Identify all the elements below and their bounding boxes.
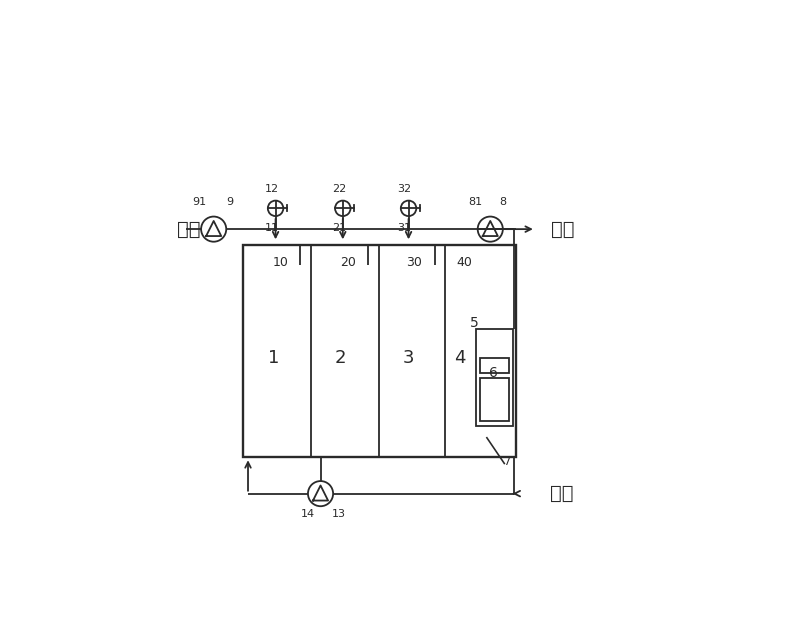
Bar — [476, 329, 513, 426]
Text: 6: 6 — [490, 365, 498, 380]
Text: 40: 40 — [456, 256, 472, 269]
Text: 12: 12 — [265, 183, 278, 193]
Text: 1: 1 — [268, 349, 279, 367]
Text: 30: 30 — [406, 256, 422, 269]
Text: 32: 32 — [398, 183, 412, 193]
Text: 31: 31 — [398, 223, 412, 233]
Text: 污泥: 污泥 — [550, 484, 574, 503]
Text: 21: 21 — [332, 223, 346, 233]
Text: 10: 10 — [273, 256, 289, 269]
Bar — [243, 244, 516, 457]
Text: 22: 22 — [332, 183, 346, 193]
Text: 20: 20 — [340, 256, 356, 269]
Text: 11: 11 — [265, 223, 278, 233]
Bar — [480, 358, 509, 373]
Text: 9: 9 — [226, 197, 234, 207]
Text: 2: 2 — [335, 349, 346, 367]
Text: 13: 13 — [331, 509, 346, 519]
Text: 14: 14 — [301, 509, 315, 519]
Text: 7: 7 — [503, 457, 510, 467]
Bar — [480, 377, 509, 421]
Text: 4: 4 — [454, 349, 465, 367]
Text: 8: 8 — [499, 197, 506, 207]
Text: 3: 3 — [402, 349, 414, 367]
Text: 81: 81 — [469, 197, 483, 207]
Text: 91: 91 — [193, 197, 206, 207]
Text: 污水: 污水 — [177, 220, 201, 239]
Text: 5: 5 — [470, 317, 478, 330]
Text: 清水: 清水 — [551, 220, 574, 239]
